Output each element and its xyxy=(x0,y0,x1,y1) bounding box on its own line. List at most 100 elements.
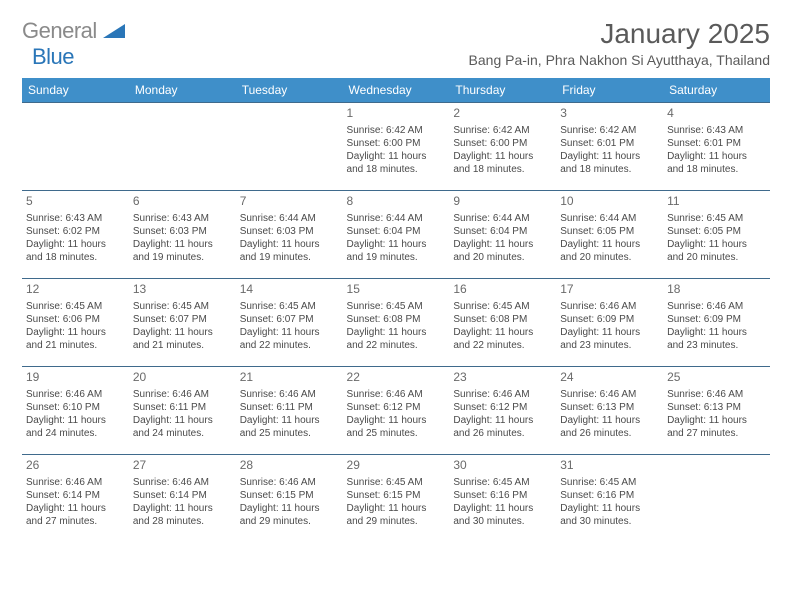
sunrise-text: Sunrise: 6:44 AM xyxy=(240,212,339,225)
sunset-text: Sunset: 6:16 PM xyxy=(560,489,659,502)
sunset-text: Sunset: 6:10 PM xyxy=(26,401,125,414)
sunrise-text: Sunrise: 6:45 AM xyxy=(667,212,766,225)
calendar-week-row: 5Sunrise: 6:43 AMSunset: 6:02 PMDaylight… xyxy=(22,191,770,279)
day-number: 16 xyxy=(453,282,552,298)
sunset-text: Sunset: 6:14 PM xyxy=(26,489,125,502)
day-number: 14 xyxy=(240,282,339,298)
sunrise-text: Sunrise: 6:46 AM xyxy=(560,388,659,401)
brand-logo: General Blue xyxy=(22,18,125,70)
day-number: 17 xyxy=(560,282,659,298)
daylight-text: Daylight: 11 hours and 22 minutes. xyxy=(240,326,339,352)
daylight-text: Daylight: 11 hours and 30 minutes. xyxy=(560,502,659,528)
sunset-text: Sunset: 6:00 PM xyxy=(453,137,552,150)
sunrise-text: Sunrise: 6:46 AM xyxy=(667,300,766,313)
calendar-day-cell: 25Sunrise: 6:46 AMSunset: 6:13 PMDayligh… xyxy=(663,367,770,455)
calendar-day-cell: 2Sunrise: 6:42 AMSunset: 6:00 PMDaylight… xyxy=(449,103,556,191)
sunset-text: Sunset: 6:15 PM xyxy=(240,489,339,502)
day-number: 8 xyxy=(347,194,446,210)
weekday-header: Wednesday xyxy=(343,78,450,103)
sunrise-text: Sunrise: 6:45 AM xyxy=(453,476,552,489)
day-number: 15 xyxy=(347,282,446,298)
calendar-day-cell: 23Sunrise: 6:46 AMSunset: 6:12 PMDayligh… xyxy=(449,367,556,455)
sunset-text: Sunset: 6:02 PM xyxy=(26,225,125,238)
calendar-day-cell xyxy=(236,103,343,191)
calendar-week-row: 12Sunrise: 6:45 AMSunset: 6:06 PMDayligh… xyxy=(22,279,770,367)
daylight-text: Daylight: 11 hours and 24 minutes. xyxy=(133,414,232,440)
sunrise-text: Sunrise: 6:45 AM xyxy=(347,300,446,313)
daylight-text: Daylight: 11 hours and 30 minutes. xyxy=(453,502,552,528)
daylight-text: Daylight: 11 hours and 22 minutes. xyxy=(347,326,446,352)
brand-triangle-icon xyxy=(103,24,125,43)
daylight-text: Daylight: 11 hours and 20 minutes. xyxy=(667,238,766,264)
daylight-text: Daylight: 11 hours and 21 minutes. xyxy=(133,326,232,352)
weekday-header: Friday xyxy=(556,78,663,103)
calendar-day-cell: 19Sunrise: 6:46 AMSunset: 6:10 PMDayligh… xyxy=(22,367,129,455)
sunset-text: Sunset: 6:14 PM xyxy=(133,489,232,502)
sunrise-text: Sunrise: 6:46 AM xyxy=(453,388,552,401)
daylight-text: Daylight: 11 hours and 18 minutes. xyxy=(560,150,659,176)
daylight-text: Daylight: 11 hours and 19 minutes. xyxy=(347,238,446,264)
sunset-text: Sunset: 6:05 PM xyxy=(667,225,766,238)
calendar-body: 1 Sunrise: 6:42 AM Sunset: 6:00 PM Daylight… xyxy=(22,103,770,543)
weekday-header: Thursday xyxy=(449,78,556,103)
daylight-text: Daylight: 11 hours and 24 minutes. xyxy=(26,414,125,440)
page-title: January 2025 xyxy=(469,18,770,50)
calendar-day-cell: 17Sunrise: 6:46 AMSunset: 6:09 PMDayligh… xyxy=(556,279,663,367)
daylight-text: Daylight: 11 hours and 26 minutes. xyxy=(453,414,552,440)
sunrise-text: Sunrise: 6:45 AM xyxy=(26,300,125,313)
calendar-week-row: 26Sunrise: 6:46 AMSunset: 6:14 PMDayligh… xyxy=(22,455,770,543)
day-number: 19 xyxy=(26,370,125,386)
sunrise-text: Sunrise: 6:43 AM xyxy=(667,124,766,137)
brand-part2: Blue xyxy=(32,44,74,69)
daylight-text: Daylight: 11 hours and 18 minutes. xyxy=(667,150,766,176)
daylight-text: Daylight: 11 hours and 25 minutes. xyxy=(240,414,339,440)
sunrise-text: Sunrise: 6:42 AM xyxy=(560,124,659,137)
sunrise-text: Sunrise: 6:42 AM xyxy=(347,124,446,137)
day-number: 25 xyxy=(667,370,766,386)
weekday-header-row: Sunday Monday Tuesday Wednesday Thursday… xyxy=(22,78,770,103)
calendar-day-cell xyxy=(663,455,770,543)
calendar-week-row: 1 Sunrise: 6:42 AM Sunset: 6:00 PM Daylight… xyxy=(22,103,770,191)
sunset-text: Sunset: 6:03 PM xyxy=(133,225,232,238)
sunset-text: Sunset: 6:08 PM xyxy=(347,313,446,326)
sunset-text: Sunset: 6:01 PM xyxy=(667,137,766,150)
calendar-day-cell: 11Sunrise: 6:45 AMSunset: 6:05 PMDayligh… xyxy=(663,191,770,279)
daylight-text: Daylight: 11 hours and 18 minutes. xyxy=(26,238,125,264)
title-block: January 2025 Bang Pa-in, Phra Nakhon Si … xyxy=(469,18,770,68)
weekday-header: Tuesday xyxy=(236,78,343,103)
day-number: 30 xyxy=(453,458,552,474)
sunset-text: Sunset: 6:16 PM xyxy=(453,489,552,502)
calendar-day-cell: 22Sunrise: 6:46 AMSunset: 6:12 PMDayligh… xyxy=(343,367,450,455)
daylight-text: Daylight: 11 hours and 27 minutes. xyxy=(667,414,766,440)
sunset-text: Sunset: 6:11 PM xyxy=(133,401,232,414)
daylight-text: Daylight: 11 hours and 18 minutes. xyxy=(347,150,446,176)
calendar-day-cell: 26Sunrise: 6:46 AMSunset: 6:14 PMDayligh… xyxy=(22,455,129,543)
calendar-day-cell: 21Sunrise: 6:46 AMSunset: 6:11 PMDayligh… xyxy=(236,367,343,455)
sunset-text: Sunset: 6:03 PM xyxy=(240,225,339,238)
calendar-day-cell: 18Sunrise: 6:46 AMSunset: 6:09 PMDayligh… xyxy=(663,279,770,367)
daylight-text: Daylight: 11 hours and 23 minutes. xyxy=(560,326,659,352)
calendar-table: Sunday Monday Tuesday Wednesday Thursday… xyxy=(22,78,770,543)
sunrise-text: Sunrise: 6:45 AM xyxy=(133,300,232,313)
calendar-day-cell: 30 Sunrise: 6:45 AMSunset: 6:16 PMDayligh… xyxy=(449,455,556,543)
day-number: 2 xyxy=(453,106,552,122)
day-number: 1 xyxy=(347,106,446,122)
sunrise-text: Sunrise: 6:44 AM xyxy=(347,212,446,225)
sunrise-text: Sunrise: 6:46 AM xyxy=(560,300,659,313)
day-number: 29 xyxy=(347,458,446,474)
daylight-text: Daylight: 11 hours and 20 minutes. xyxy=(560,238,659,264)
daylight-text: Daylight: 11 hours and 28 minutes. xyxy=(133,502,232,528)
sunrise-text: Sunrise: 6:45 AM xyxy=(560,476,659,489)
weekday-header: Saturday xyxy=(663,78,770,103)
daylight-text: Daylight: 11 hours and 23 minutes. xyxy=(667,326,766,352)
sunset-text: Sunset: 6:06 PM xyxy=(26,313,125,326)
sunrise-text: Sunrise: 6:46 AM xyxy=(133,476,232,489)
header: General Blue January 2025 Bang Pa-in, Ph… xyxy=(22,18,770,70)
day-number: 31 xyxy=(560,458,659,474)
daylight-text: Daylight: 11 hours and 29 minutes. xyxy=(240,502,339,528)
calendar-day-cell: 9Sunrise: 6:44 AMSunset: 6:04 PMDaylight… xyxy=(449,191,556,279)
day-number: 10 xyxy=(560,194,659,210)
day-number: 6 xyxy=(133,194,232,210)
day-number: 7 xyxy=(240,194,339,210)
calendar-day-cell: 29Sunrise: 6:45 AMSunset: 6:15 PMDayligh… xyxy=(343,455,450,543)
